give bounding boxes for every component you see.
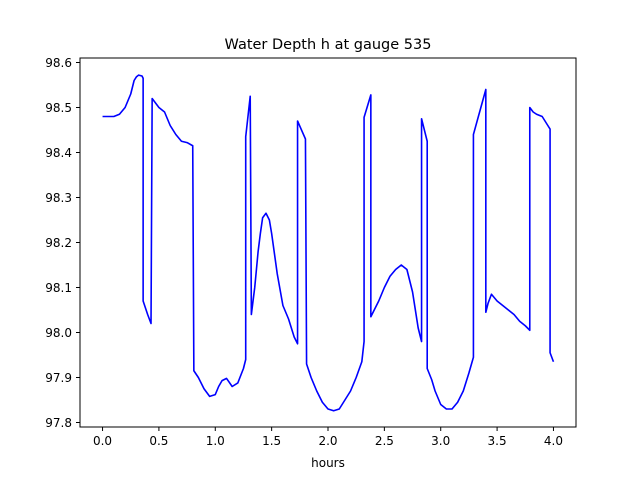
- x-tick-label: 2.0: [318, 434, 337, 448]
- x-tick-label: 2.5: [375, 434, 394, 448]
- x-tick-label: 0.5: [149, 434, 168, 448]
- y-tick-label: 98.5: [45, 101, 72, 115]
- x-tick-label: 3.0: [431, 434, 450, 448]
- y-tick-label: 97.9: [45, 371, 72, 385]
- y-axis-ticks: 97.8 97.9 98.0 98.1 98.2 98.3 98.4 98.5 98.6: [45, 56, 80, 430]
- x-tick-label: 1.5: [262, 434, 281, 448]
- y-tick-label: 98.6: [45, 56, 72, 70]
- x-tick-label: 4.0: [544, 434, 563, 448]
- x-axis-ticks: 0.0 0.5 1.0 1.5 2.0 2.5 3.0 3.5 4.0: [93, 427, 563, 448]
- series-group: [102, 74, 555, 412]
- y-tick-label: 98.4: [45, 146, 72, 160]
- series-line-0: [102, 74, 555, 412]
- y-tick-label: 98.3: [45, 191, 72, 205]
- x-tick-label: 3.5: [488, 434, 507, 448]
- chart-title: Water Depth h at gauge 535: [225, 37, 432, 53]
- y-tick-label: 97.8: [45, 416, 72, 430]
- x-tick-label: 0.0: [93, 434, 112, 448]
- y-tick-label: 98.0: [45, 326, 72, 340]
- y-tick-label: 98.2: [45, 236, 72, 250]
- y-tick-label: 98.1: [45, 281, 72, 295]
- x-tick-label: 1.0: [206, 434, 225, 448]
- x-axis-label: hours: [311, 456, 345, 470]
